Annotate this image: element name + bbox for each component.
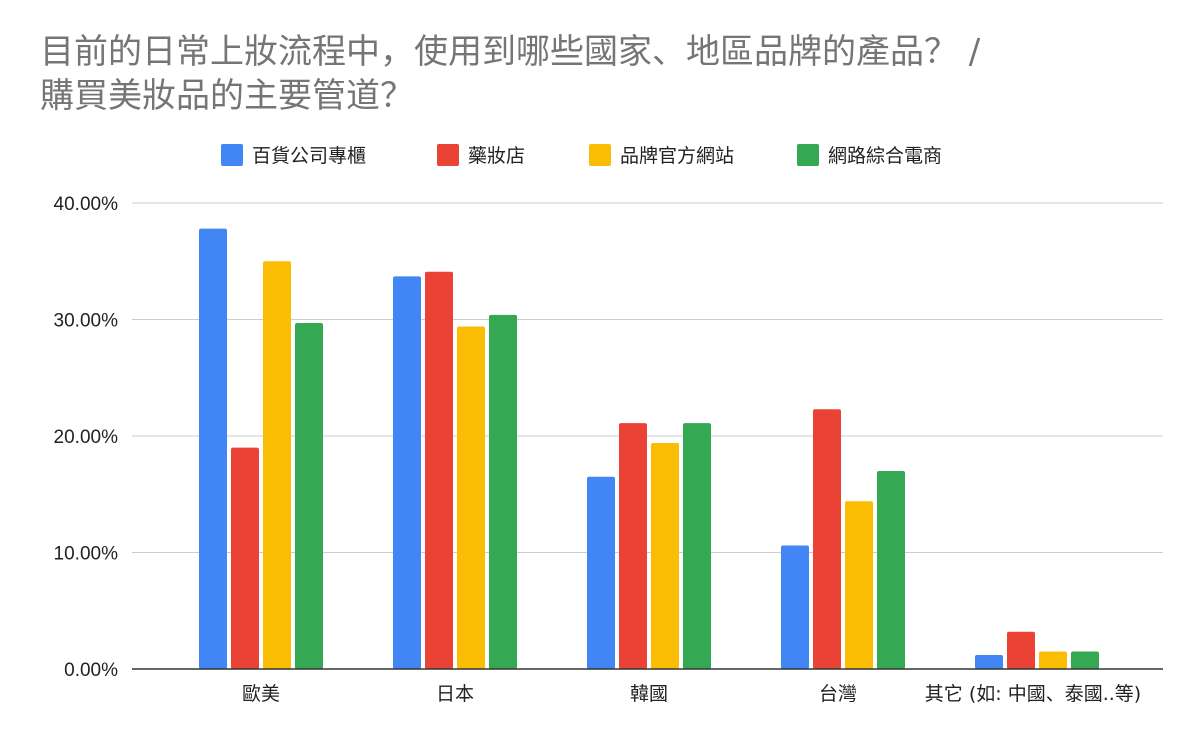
bar — [683, 423, 711, 669]
bar — [975, 655, 1003, 669]
legend-swatch — [589, 144, 611, 166]
bar — [877, 470, 905, 669]
bar — [263, 261, 291, 669]
y-axis: 0.00% 10.00% 20.00% 30.00% 40.00% — [54, 194, 119, 681]
chart-title-line-1: 目前的日常上妝流程中，使用到哪些國家、地區品牌的產品？ / — [40, 32, 981, 72]
bar — [813, 409, 841, 669]
legend-label: 品牌官方網站 — [620, 145, 734, 167]
bar — [393, 276, 421, 669]
x-axis: 歐美 日本 韓國 台灣 其它 (如: 中國、泰國..等) — [132, 668, 1163, 705]
bar — [295, 322, 323, 669]
x-category-label: 韓國 — [630, 683, 668, 705]
y-tick-label: 0.00% — [64, 660, 118, 681]
bar — [199, 228, 227, 669]
legend-label: 網路綜合電商 — [828, 145, 942, 167]
bar — [1039, 651, 1067, 669]
legend: 百貨公司專櫃 藥妝店 品牌官方網站 網路綜合電商 — [221, 144, 942, 167]
bar — [1007, 631, 1035, 669]
bar — [845, 501, 873, 669]
bar — [489, 314, 517, 669]
x-category-label: 台灣 — [819, 683, 857, 705]
y-tick-label: 40.00% — [54, 194, 119, 215]
legend-swatch — [221, 144, 243, 166]
bars — [199, 228, 1099, 669]
y-tick-label: 20.00% — [54, 427, 119, 448]
bar — [231, 447, 259, 669]
legend-label: 百貨公司專櫃 — [252, 145, 366, 167]
bar — [425, 271, 453, 669]
chart-title-line-2: 購買美妝品的主要管道？ — [40, 76, 414, 116]
legend-label: 藥妝店 — [468, 145, 525, 167]
legend-swatch — [797, 144, 819, 166]
y-tick-label: 30.00% — [54, 311, 119, 332]
bar — [781, 545, 809, 669]
x-category-label: 其它 (如: 中國、泰國..等) — [925, 683, 1141, 705]
x-category-label: 歐美 — [242, 683, 280, 705]
bar — [619, 423, 647, 669]
y-tick-label: 10.00% — [54, 544, 119, 565]
bar — [651, 442, 679, 669]
x-category-label: 日本 — [436, 683, 474, 705]
bar — [1071, 651, 1099, 669]
legend-swatch — [437, 144, 459, 166]
bar — [457, 326, 485, 669]
bar — [587, 476, 615, 669]
